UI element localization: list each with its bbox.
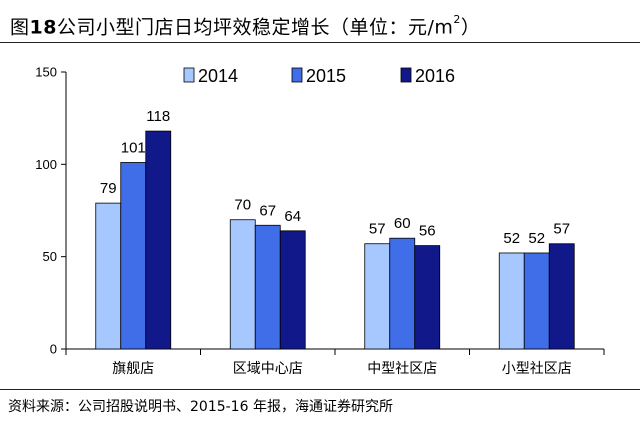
legend-swatch [291, 67, 303, 83]
data-label: 118 [146, 108, 170, 125]
category-label: 小型社区店 [502, 361, 572, 377]
data-label: 57 [553, 221, 570, 238]
category-label: 区域中心店 [233, 361, 303, 377]
legend-swatch [400, 67, 412, 83]
y-tick-label: 50 [43, 249, 57, 264]
legend-label: 2016 [415, 66, 455, 86]
data-label: 101 [121, 139, 146, 156]
category-label: 中型社区店 [367, 361, 437, 377]
legend-label: 2014 [198, 66, 238, 86]
data-label: 52 [528, 230, 545, 247]
data-label: 56 [419, 223, 436, 240]
figure-title: 图18公司小型门店日均坪效稳定增长（单位：元/m2） [10, 8, 630, 38]
bar [229, 219, 256, 350]
bar [523, 252, 550, 350]
bar [279, 230, 306, 350]
figure-title-superscript: 2 [453, 13, 461, 26]
data-label: 52 [503, 230, 520, 247]
data-label: 64 [284, 208, 301, 225]
y-tick-label: 0 [50, 342, 57, 357]
data-label: 79 [100, 180, 117, 197]
top-rule [0, 42, 640, 43]
figure-title-suffix: ） [460, 16, 481, 39]
figure-prefix: 图 [10, 16, 30, 39]
legend-label: 2015 [306, 66, 346, 86]
data-label: 67 [259, 202, 276, 219]
bar [95, 202, 122, 350]
bar [548, 243, 575, 350]
y-tick-label: 150 [35, 65, 57, 80]
figure-title-text: 公司小型门店日均坪效稳定增长（单位：元/m [56, 16, 454, 39]
bottom-rule [0, 389, 640, 390]
category-label: 旗舰店 [112, 361, 154, 377]
source-note: 资料来源：公司招股说明书、2015-16 年报，海通证券研究所 [8, 399, 393, 415]
legend-swatch [183, 67, 195, 83]
data-label: 70 [234, 197, 251, 214]
bar [145, 130, 172, 350]
bar [498, 252, 525, 350]
bar [414, 245, 441, 350]
bar [364, 243, 391, 350]
y-tick-label: 100 [35, 157, 57, 172]
bar [120, 162, 147, 350]
data-label: 57 [369, 221, 386, 238]
bar [389, 237, 416, 350]
data-label: 60 [394, 215, 411, 232]
figure-number: 18 [29, 16, 57, 39]
bar [254, 224, 281, 350]
